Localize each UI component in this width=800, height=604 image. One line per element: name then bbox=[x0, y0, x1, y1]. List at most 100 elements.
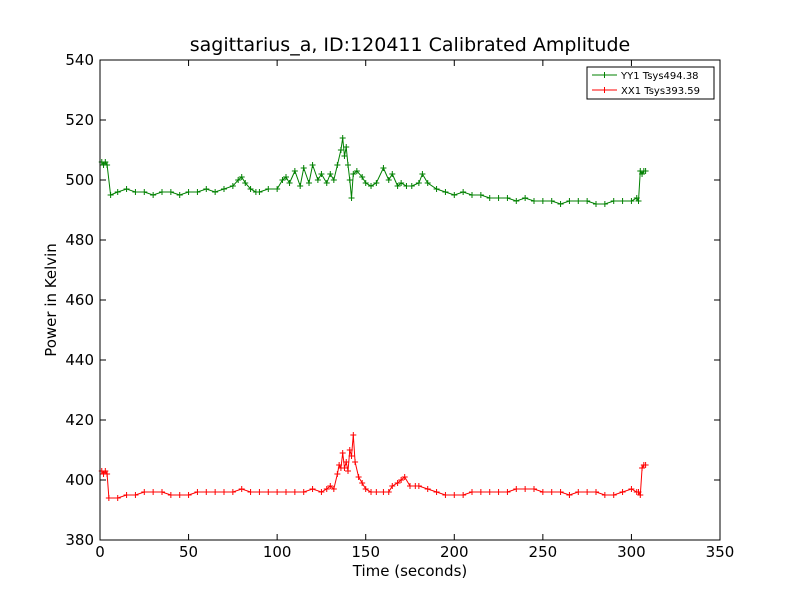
ticks-layer: 0 50 100 150 200 250 300 350 380 400 420 440 460 480 5… bbox=[65, 51, 734, 561]
data-point bbox=[185, 492, 192, 498]
data-point bbox=[327, 171, 334, 177]
data-point bbox=[433, 489, 440, 495]
data-point bbox=[477, 489, 484, 495]
data-point bbox=[359, 480, 366, 486]
data-point bbox=[203, 489, 210, 495]
data-point bbox=[442, 492, 449, 498]
series-2 bbox=[98, 432, 649, 501]
data-point bbox=[265, 489, 272, 495]
data-point bbox=[309, 486, 316, 492]
data-point bbox=[265, 186, 272, 192]
legend: YY1 Tsys494.38 XX1 Tsys393.59 bbox=[586, 66, 715, 100]
y-tick-label: 520 bbox=[65, 111, 94, 129]
data-point bbox=[337, 147, 344, 153]
data-point bbox=[601, 201, 608, 207]
y-tick-label: 460 bbox=[65, 291, 94, 309]
data-point bbox=[286, 180, 293, 186]
data-point bbox=[469, 489, 475, 495]
data-point bbox=[601, 492, 608, 498]
chart-title: sagittarius_a, ID:120411 Calibrated Ampl… bbox=[189, 34, 631, 56]
data-point bbox=[330, 177, 337, 183]
data-point bbox=[394, 183, 401, 189]
data-point bbox=[385, 177, 392, 183]
data-point bbox=[212, 189, 219, 195]
data-point bbox=[203, 186, 210, 192]
data-point bbox=[486, 195, 493, 201]
data-point bbox=[380, 489, 387, 495]
data-point bbox=[343, 459, 350, 465]
data-point bbox=[460, 492, 467, 498]
data-point bbox=[141, 489, 148, 495]
y-axis-label: Power in Kelvin bbox=[42, 243, 60, 357]
data-point bbox=[368, 489, 375, 495]
y-tick-label: 540 bbox=[65, 51, 94, 69]
data-point bbox=[104, 162, 111, 168]
plot-area bbox=[100, 60, 720, 540]
data-point bbox=[548, 489, 555, 495]
data-point bbox=[368, 183, 375, 189]
data-point bbox=[238, 486, 245, 492]
data-point bbox=[221, 186, 227, 192]
data-point bbox=[318, 489, 325, 495]
data-point bbox=[424, 180, 431, 186]
data-point bbox=[451, 192, 458, 198]
plot-frame bbox=[99, 59, 721, 541]
data-point bbox=[584, 198, 591, 204]
data-point bbox=[628, 486, 635, 492]
y-tick-label: 420 bbox=[65, 411, 94, 429]
data-point bbox=[279, 177, 286, 183]
x-axis-label: Time (seconds) bbox=[352, 562, 468, 580]
data-point bbox=[575, 489, 582, 495]
data-point bbox=[123, 492, 130, 498]
data-point bbox=[495, 489, 502, 495]
data-point bbox=[350, 432, 357, 438]
y-tick-label: 400 bbox=[65, 471, 94, 489]
data-point bbox=[548, 198, 555, 204]
data-point bbox=[229, 489, 236, 495]
data-point bbox=[637, 492, 644, 498]
data-point bbox=[495, 195, 502, 201]
y-tick-label: 500 bbox=[65, 171, 94, 189]
y-tick-label: 380 bbox=[65, 531, 94, 549]
data-point bbox=[291, 168, 298, 174]
data-point bbox=[442, 189, 449, 195]
data-point bbox=[291, 489, 298, 495]
data-point bbox=[334, 162, 341, 168]
data-point bbox=[348, 453, 355, 459]
data-point bbox=[334, 471, 341, 477]
data-point bbox=[566, 198, 573, 204]
data-point bbox=[424, 486, 431, 492]
data-point bbox=[398, 477, 405, 483]
data-point bbox=[415, 180, 422, 186]
data-point bbox=[104, 471, 111, 477]
data-point bbox=[300, 489, 307, 495]
x-tick-label: 0 bbox=[95, 543, 105, 561]
data-point bbox=[593, 201, 599, 207]
data-point bbox=[114, 495, 121, 501]
data-point bbox=[283, 174, 289, 180]
data-point bbox=[359, 174, 366, 180]
data-point bbox=[323, 180, 330, 186]
data-point bbox=[380, 165, 387, 171]
data-point bbox=[107, 192, 114, 198]
data-point bbox=[167, 492, 174, 498]
data-point bbox=[194, 189, 201, 195]
data-point bbox=[539, 489, 546, 495]
data-point bbox=[362, 180, 369, 186]
x-tick-label: 300 bbox=[617, 543, 646, 561]
data-point bbox=[403, 183, 410, 189]
x-tick-label: 200 bbox=[440, 543, 469, 561]
data-point bbox=[141, 189, 148, 195]
data-point bbox=[642, 168, 649, 174]
data-point bbox=[132, 189, 139, 195]
data-point bbox=[610, 492, 617, 498]
data-point bbox=[330, 486, 337, 492]
data-point bbox=[345, 162, 351, 168]
data-point bbox=[341, 465, 348, 471]
data-point bbox=[346, 177, 353, 183]
data-point bbox=[256, 489, 263, 495]
data-point bbox=[159, 189, 165, 195]
data-point bbox=[504, 195, 511, 201]
data-point bbox=[415, 483, 422, 489]
data-point bbox=[469, 192, 475, 198]
